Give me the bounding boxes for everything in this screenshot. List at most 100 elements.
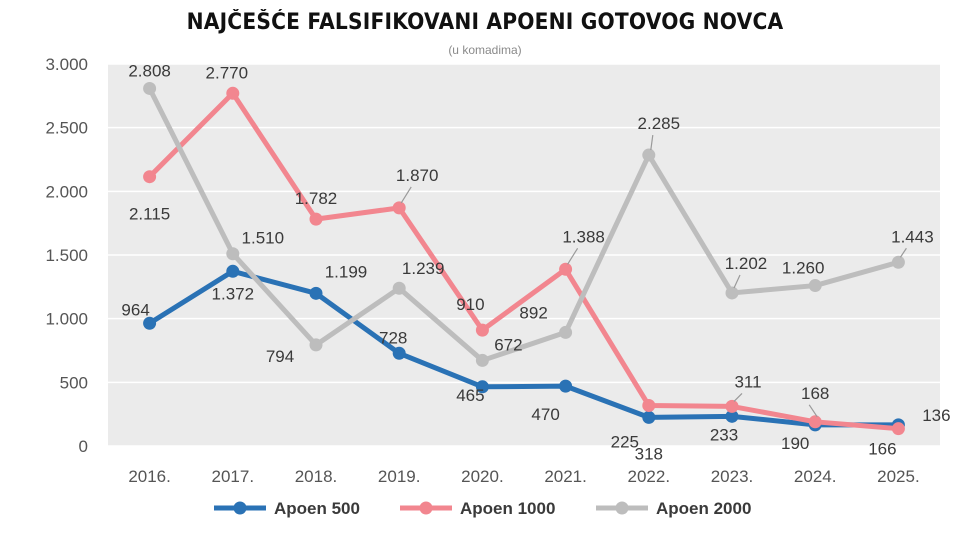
legend-swatch-marker bbox=[233, 501, 247, 515]
data-point bbox=[559, 325, 573, 339]
legend-label: Apoen 1000 bbox=[460, 499, 555, 518]
data-label: 2.770 bbox=[206, 63, 249, 82]
y-tick-label: 3.000 bbox=[45, 55, 88, 74]
data-point bbox=[725, 399, 739, 413]
series-line bbox=[147, 85, 901, 363]
data-label: 892 bbox=[519, 303, 547, 322]
legend-swatch-marker bbox=[419, 501, 433, 515]
leader-line bbox=[733, 274, 741, 289]
y-tick-label: 1.500 bbox=[45, 246, 88, 265]
data-point bbox=[226, 264, 240, 278]
data-point bbox=[392, 281, 406, 295]
leader-line bbox=[400, 186, 412, 204]
data-point bbox=[725, 286, 739, 300]
legend-swatch-marker bbox=[615, 501, 629, 515]
data-point bbox=[309, 212, 323, 226]
data-label: 1.372 bbox=[212, 284, 255, 303]
x-tick-label: 2023. bbox=[711, 467, 754, 486]
data-label: 1.870 bbox=[396, 166, 439, 185]
data-label: 964 bbox=[121, 300, 149, 319]
data-point bbox=[725, 409, 739, 423]
data-point bbox=[559, 379, 573, 393]
data-point bbox=[891, 422, 905, 436]
x-tick-label: 2022. bbox=[628, 467, 671, 486]
data-label: 1.388 bbox=[562, 227, 605, 246]
leader-line bbox=[808, 404, 818, 418]
leader-line bbox=[733, 392, 743, 402]
data-point bbox=[642, 148, 656, 162]
data-point bbox=[392, 201, 406, 215]
data-label: 728 bbox=[379, 328, 407, 347]
data-label: 1.199 bbox=[325, 262, 368, 281]
chart-title: NAJČEŠĆE FALSIFIKOVANI APOENI GOTOVOG NO… bbox=[186, 10, 784, 35]
legend-item: Apoen 500 bbox=[214, 499, 360, 518]
y-tick-label: 0 bbox=[79, 437, 88, 456]
data-label: 1.510 bbox=[242, 229, 285, 248]
data-label: 470 bbox=[531, 405, 559, 424]
data-label: 1.260 bbox=[782, 259, 825, 278]
data-label: 1.782 bbox=[295, 189, 338, 208]
data-point bbox=[143, 170, 157, 184]
x-tick-label: 2020. bbox=[461, 467, 504, 486]
data-point bbox=[309, 286, 323, 300]
data-label: 1.202 bbox=[725, 254, 768, 273]
data-point bbox=[475, 323, 489, 337]
leader-line bbox=[567, 247, 579, 265]
data-label: 672 bbox=[494, 335, 522, 354]
data-point bbox=[891, 255, 905, 269]
y-tick-label: 500 bbox=[60, 373, 88, 392]
data-label: 318 bbox=[635, 445, 663, 464]
data-point bbox=[143, 81, 157, 95]
data-label: 1.239 bbox=[402, 259, 445, 278]
y-tick-label: 2.500 bbox=[45, 119, 88, 138]
x-tick-label: 2025. bbox=[877, 467, 920, 486]
data-label: 233 bbox=[710, 425, 738, 444]
data-label: 166 bbox=[868, 440, 896, 459]
data-point bbox=[808, 279, 822, 293]
data-label: 465 bbox=[456, 386, 484, 405]
x-tick-label: 2016. bbox=[128, 467, 171, 486]
data-label: 794 bbox=[266, 347, 294, 366]
y-tick-label: 1.000 bbox=[45, 310, 88, 329]
data-point bbox=[392, 346, 406, 360]
x-tick-label: 2018. bbox=[295, 467, 338, 486]
data-point bbox=[642, 399, 656, 413]
data-label: 2.285 bbox=[638, 114, 681, 133]
leader-line bbox=[650, 134, 654, 151]
x-tick-label: 2021. bbox=[544, 467, 587, 486]
data-label: 168 bbox=[801, 384, 829, 403]
legend-label: Apoen 2000 bbox=[656, 499, 751, 518]
data-point bbox=[559, 262, 573, 276]
leader-line bbox=[899, 247, 907, 258]
data-point bbox=[143, 316, 157, 330]
x-tick-label: 2017. bbox=[212, 467, 255, 486]
series-line bbox=[147, 268, 901, 428]
chart-subtitle: (u komadima) bbox=[448, 43, 522, 57]
data-label: 910 bbox=[456, 295, 484, 314]
y-tick-label: 2.000 bbox=[45, 182, 88, 201]
legend-label: Apoen 500 bbox=[274, 499, 360, 518]
x-tick-label: 2019. bbox=[378, 467, 421, 486]
data-label: 2.808 bbox=[128, 61, 171, 80]
data-label: 1.443 bbox=[891, 227, 934, 246]
data-label: 225 bbox=[611, 432, 639, 451]
data-point bbox=[808, 415, 822, 429]
data-point bbox=[309, 338, 323, 352]
data-point bbox=[475, 353, 489, 367]
series-line bbox=[147, 90, 901, 432]
legend-item: Apoen 2000 bbox=[596, 499, 751, 518]
data-point bbox=[642, 410, 656, 424]
series-apoen-500 bbox=[143, 264, 905, 432]
data-point bbox=[475, 380, 489, 394]
series-apoen-1000 bbox=[143, 86, 905, 436]
series-apoen-2000 bbox=[143, 81, 905, 367]
x-tick-label: 2024. bbox=[794, 467, 837, 486]
data-label: 136 bbox=[922, 406, 950, 425]
data-label: 190 bbox=[781, 434, 809, 453]
data-point bbox=[226, 247, 240, 261]
legend-item: Apoen 1000 bbox=[400, 499, 555, 518]
data-label: 2.115 bbox=[129, 205, 170, 224]
data-label: 311 bbox=[734, 372, 761, 391]
